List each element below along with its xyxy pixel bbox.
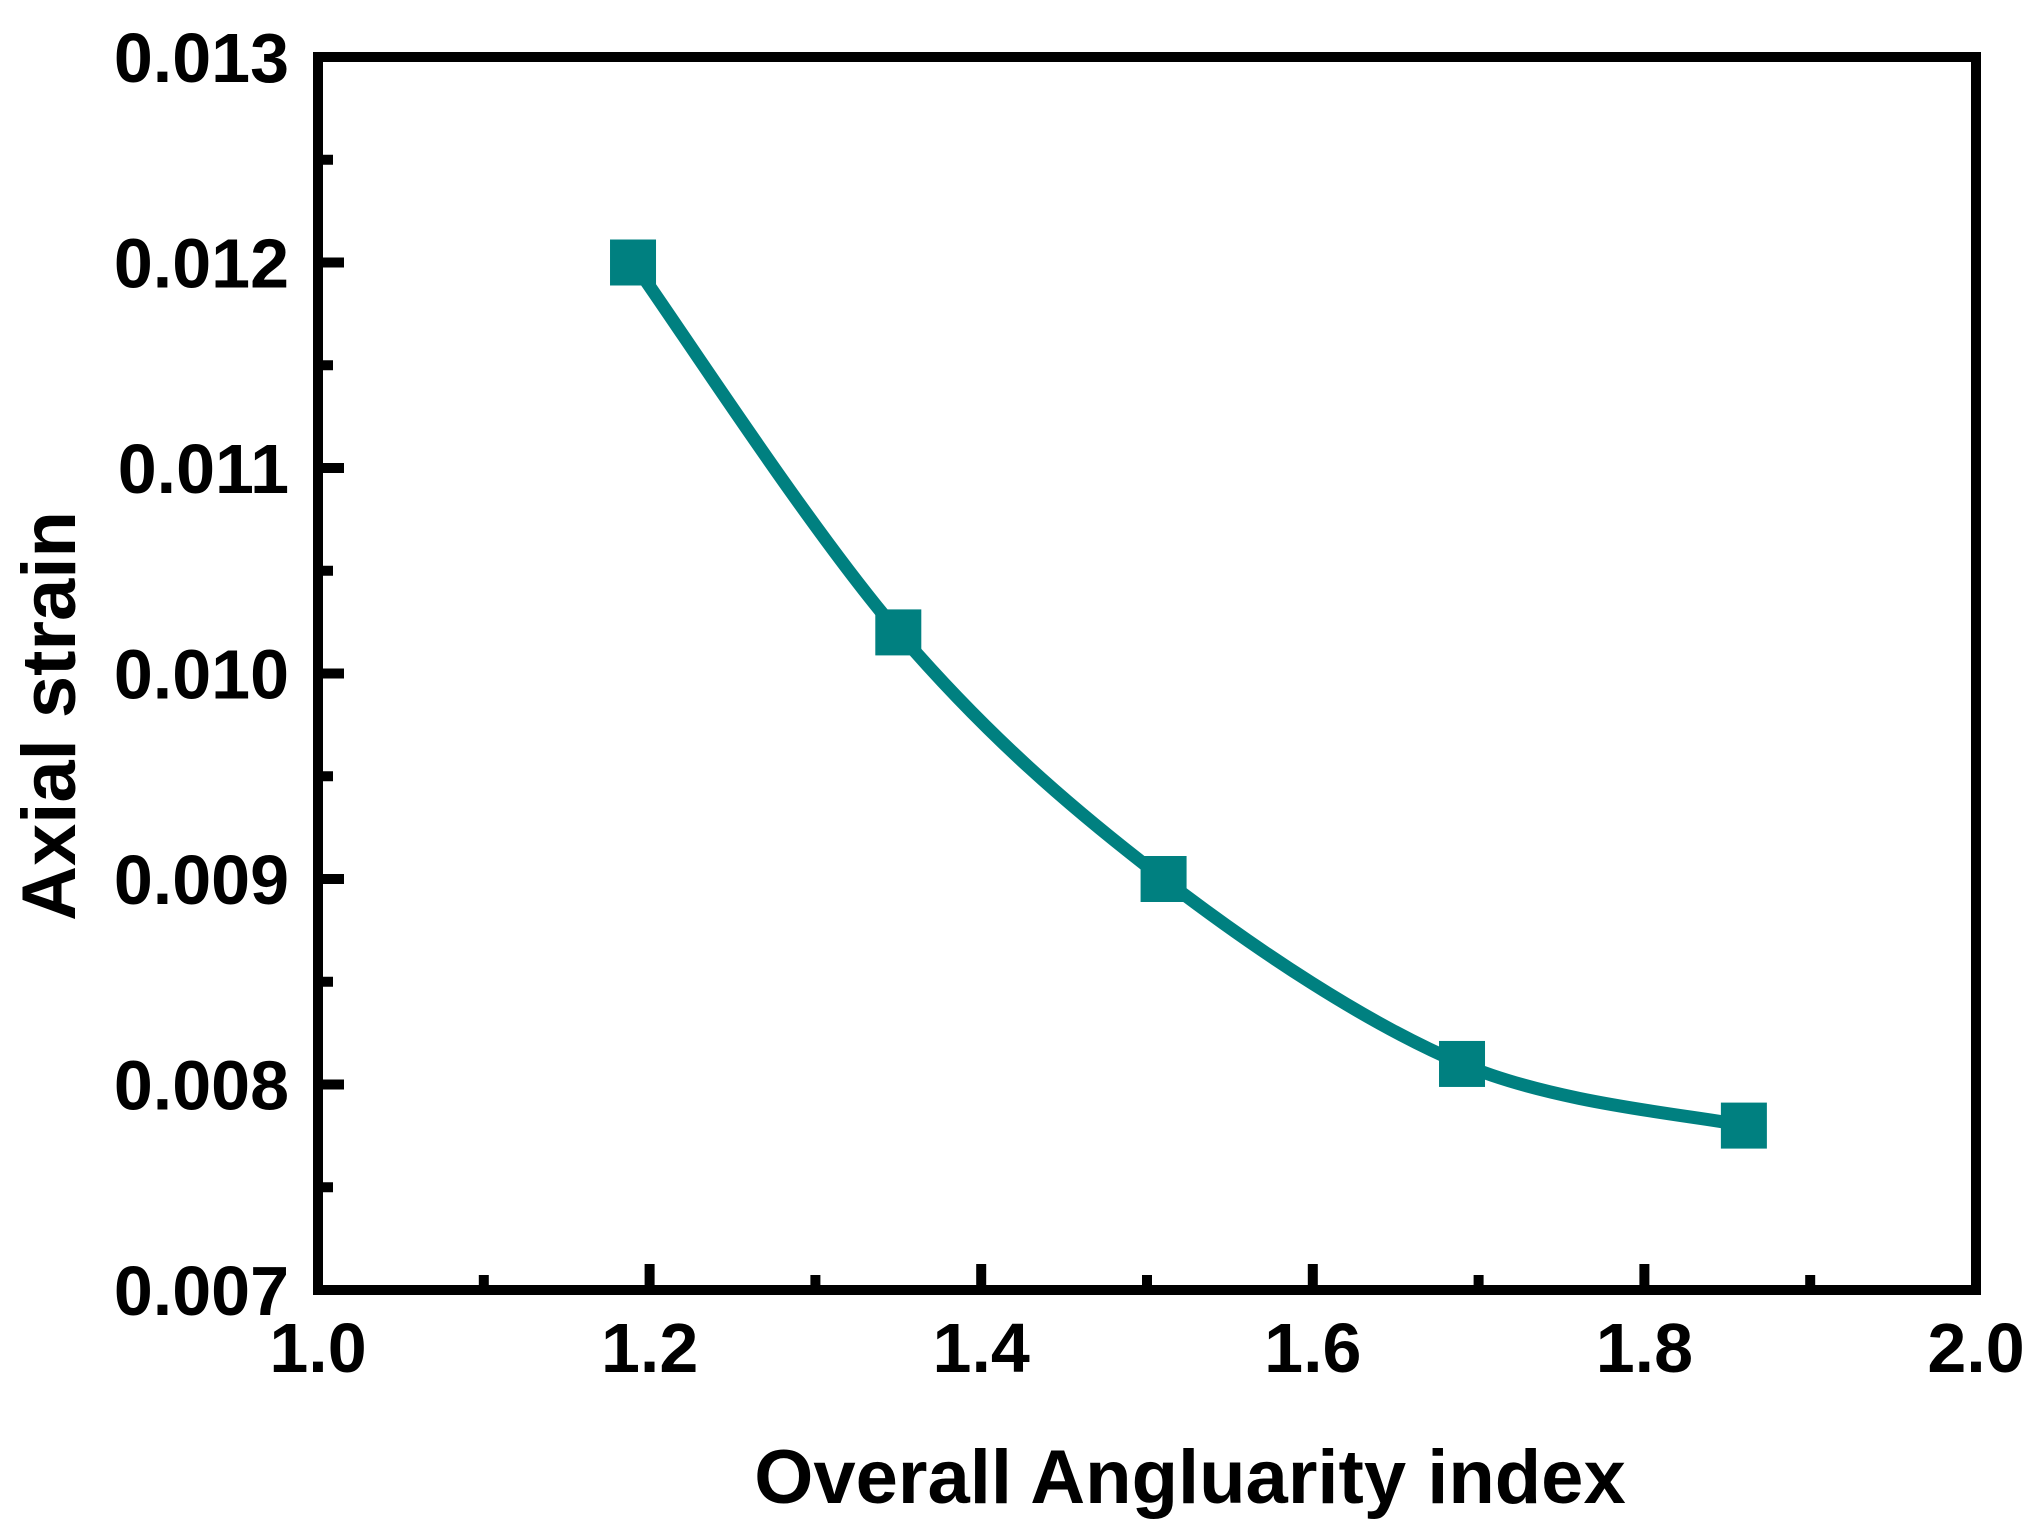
y-tick-label: 0.012 <box>114 225 289 303</box>
axis-ticks <box>318 154 1816 1290</box>
y-axis-title: Axial strain <box>7 511 92 921</box>
y-tick-label: 0.007 <box>114 1252 289 1330</box>
x-tick-label: 1.2 <box>601 1309 698 1387</box>
y-tick-label: 0.008 <box>114 1047 289 1125</box>
axis-tick-labels: 1.0 1.2 1.4 1.6 1.8 2.0 0.007 0.008 0.009 0.010 0.… <box>114 19 2025 1387</box>
x-axis-title: Overall Angluarity index <box>754 1435 1625 1520</box>
series-line <box>627 258 1746 1132</box>
x-tick-label: 1.8 <box>1596 1309 1693 1387</box>
data-point-marker <box>610 239 657 286</box>
x-tick-label: 1.4 <box>933 1309 1030 1387</box>
data-point-marker <box>875 609 922 656</box>
plot-frame <box>313 52 1981 1295</box>
y-tick-label: 0.009 <box>114 841 289 919</box>
data-point-marker <box>1140 856 1187 902</box>
y-tick-label: 0.013 <box>114 19 289 97</box>
data-series <box>610 239 1767 1149</box>
data-point-marker <box>1720 1102 1767 1149</box>
x-tick-label: 2.0 <box>1927 1309 2024 1387</box>
x-tick-label: 1.0 <box>269 1309 366 1387</box>
y-tick-label: 0.011 <box>118 430 289 508</box>
x-tick-label: 1.6 <box>1264 1309 1361 1387</box>
data-point-marker <box>1439 1040 1486 1087</box>
y-tick-label: 0.010 <box>114 636 289 714</box>
